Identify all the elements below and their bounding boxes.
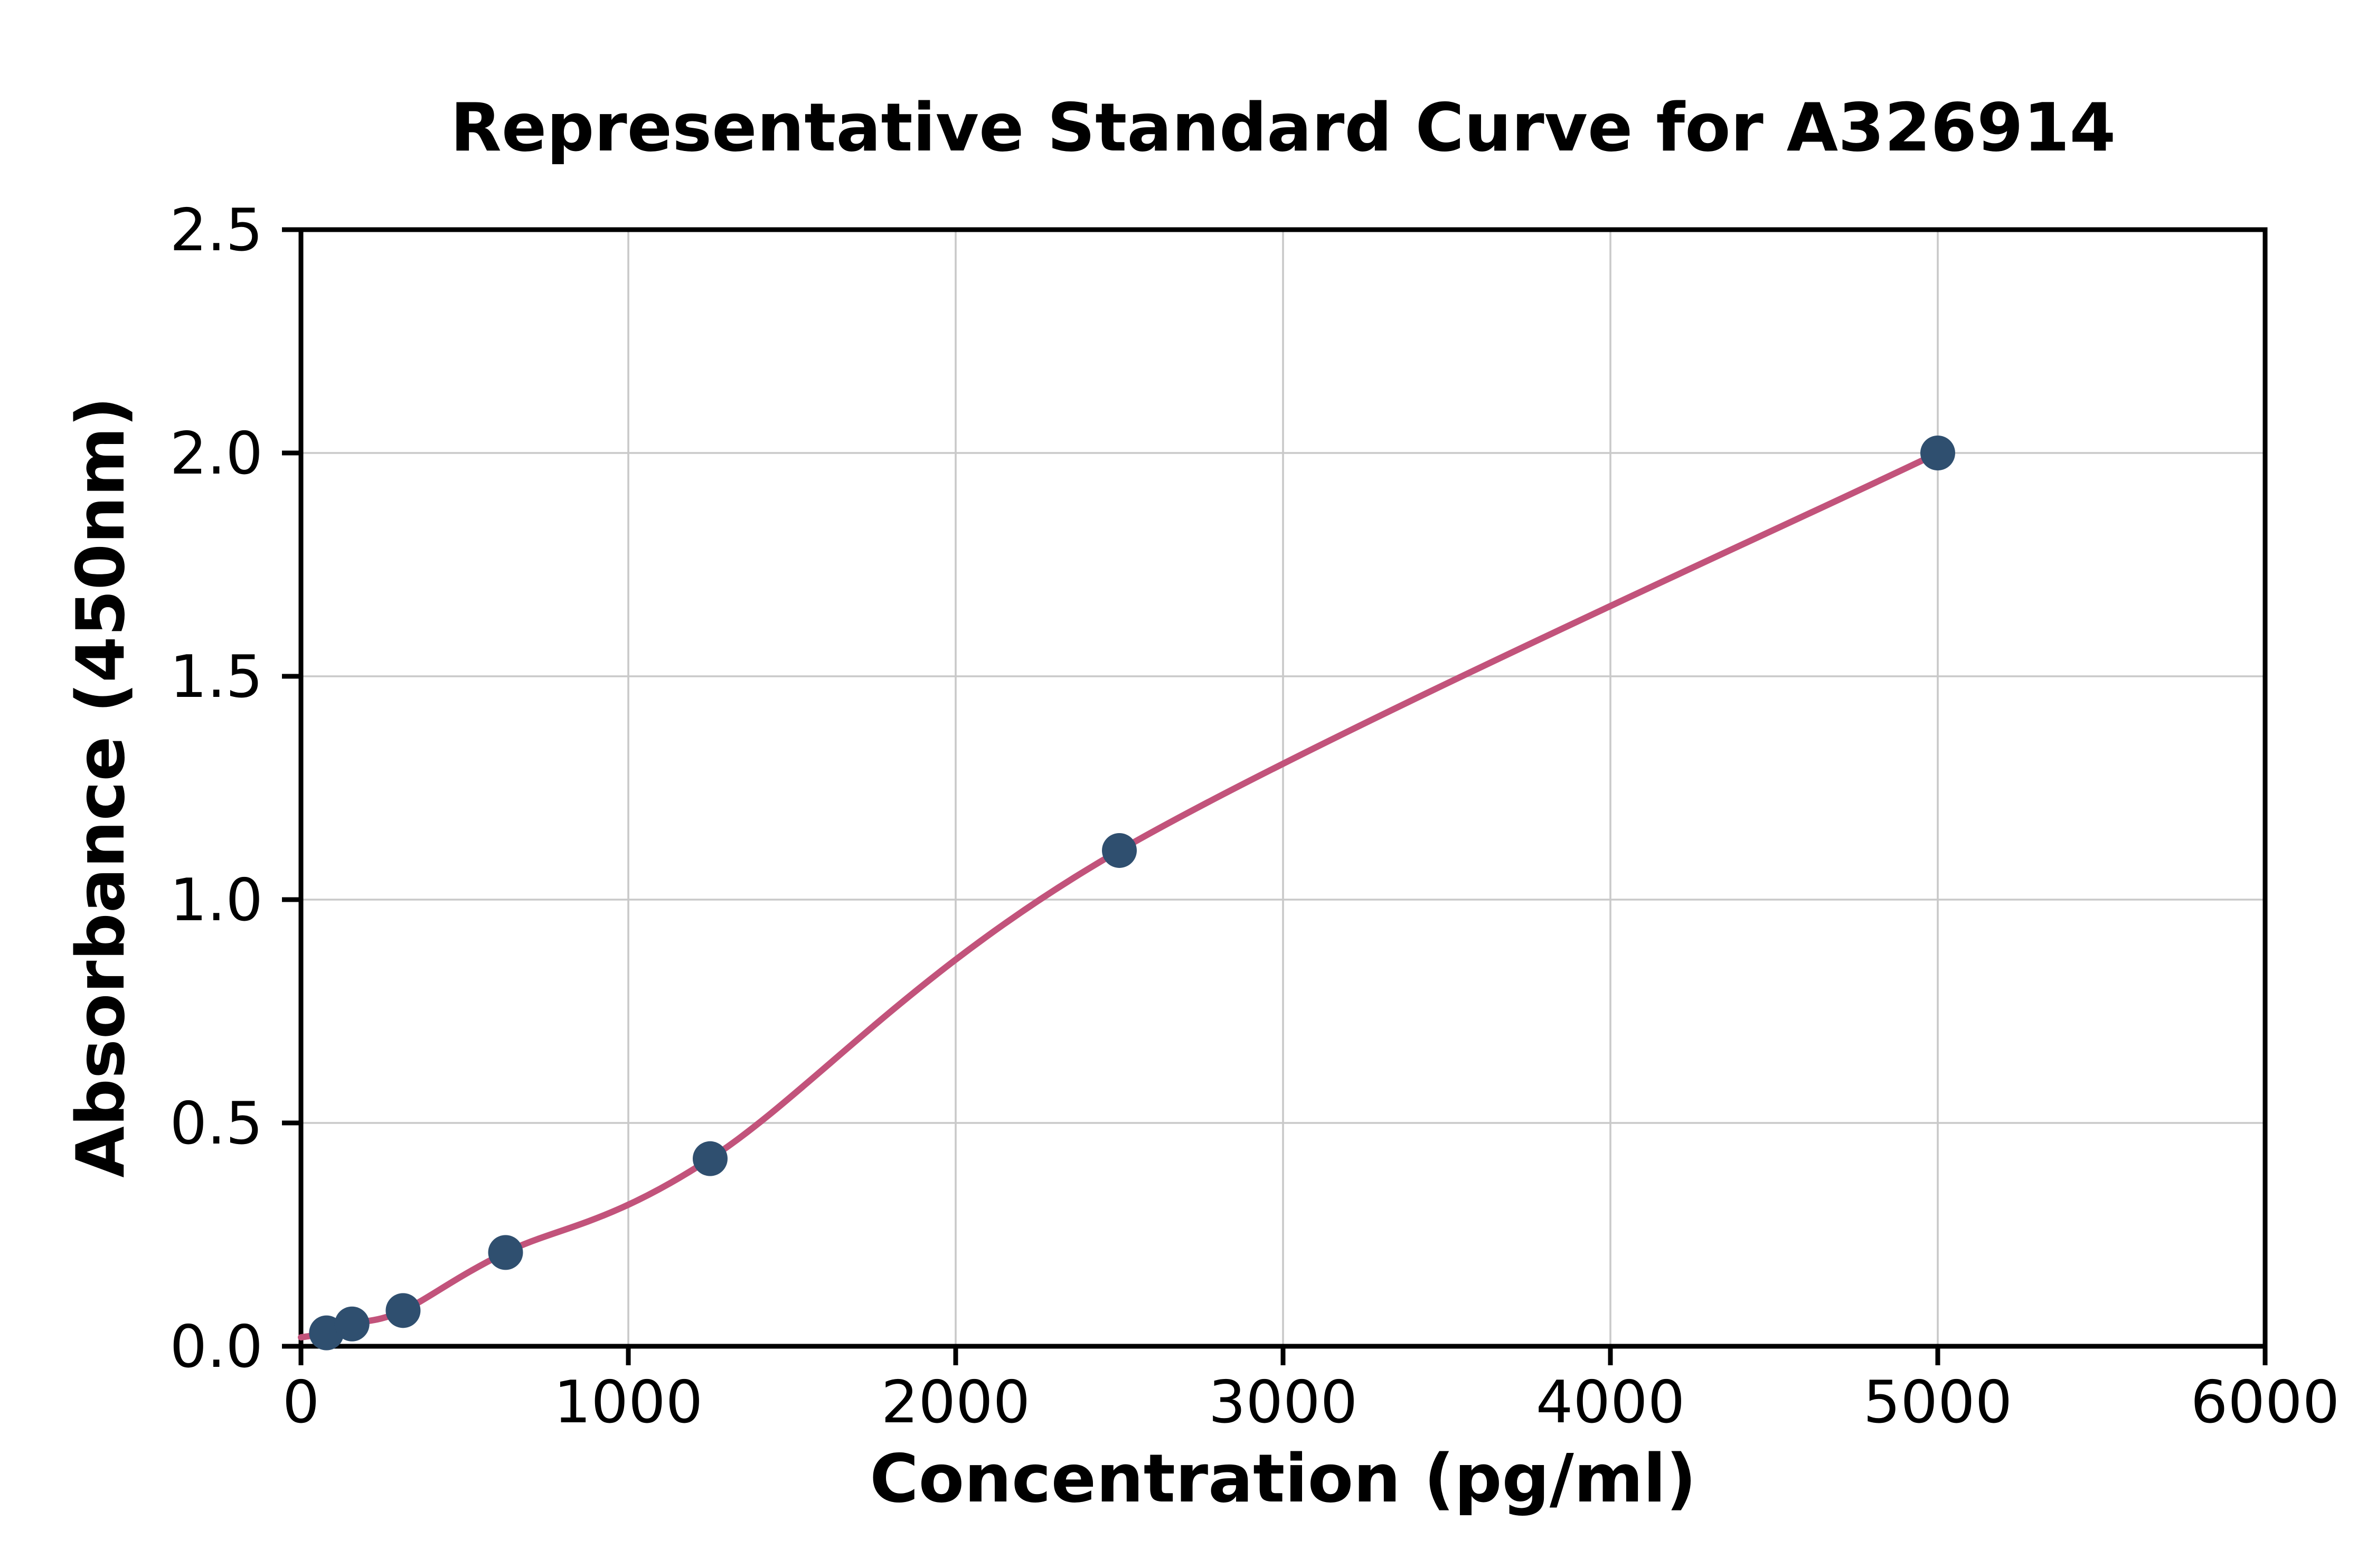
gridlines: [300, 229, 2266, 1347]
tick-marks: [282, 227, 2268, 1365]
y-axis-label: Absorbance (450nm): [62, 396, 139, 1178]
y-tick-label: 1.0: [169, 866, 263, 934]
y-tick-label: 2.5: [169, 196, 263, 265]
data-point: [692, 1141, 728, 1176]
x-tick-label: 4000: [1536, 1368, 1685, 1437]
x-tick-label: 5000: [1863, 1368, 2013, 1437]
data-point: [385, 1293, 421, 1328]
y-tick-label: 0.5: [169, 1090, 263, 1158]
x-tick-label: 6000: [2191, 1368, 2340, 1437]
chart-title: Representative Standard Curve for A32691…: [450, 89, 2116, 166]
data-point: [1102, 833, 1137, 868]
y-tick-label: 1.5: [169, 643, 263, 711]
data-point: [1920, 436, 1955, 470]
fit-curve-line: [298, 450, 1941, 1341]
x-tick-label: 3000: [1209, 1368, 1358, 1437]
y-tick-label: 0.0: [169, 1313, 263, 1381]
data-point: [334, 1306, 370, 1342]
x-tick-label: 1000: [554, 1368, 703, 1437]
y-tick-label: 2.0: [169, 420, 263, 488]
x-tick-label: 0: [282, 1368, 320, 1437]
data-point: [488, 1235, 523, 1270]
data-points: [309, 436, 1955, 1350]
x-axis-label: Concentration (pg/ml): [870, 1440, 1696, 1517]
x-tick-label: 2000: [881, 1368, 1031, 1437]
tick-labels: 0 1000 2000 3000 4000 5000 6000 0.0 0.5 1.0 1.5 2.0…: [169, 196, 2340, 1437]
